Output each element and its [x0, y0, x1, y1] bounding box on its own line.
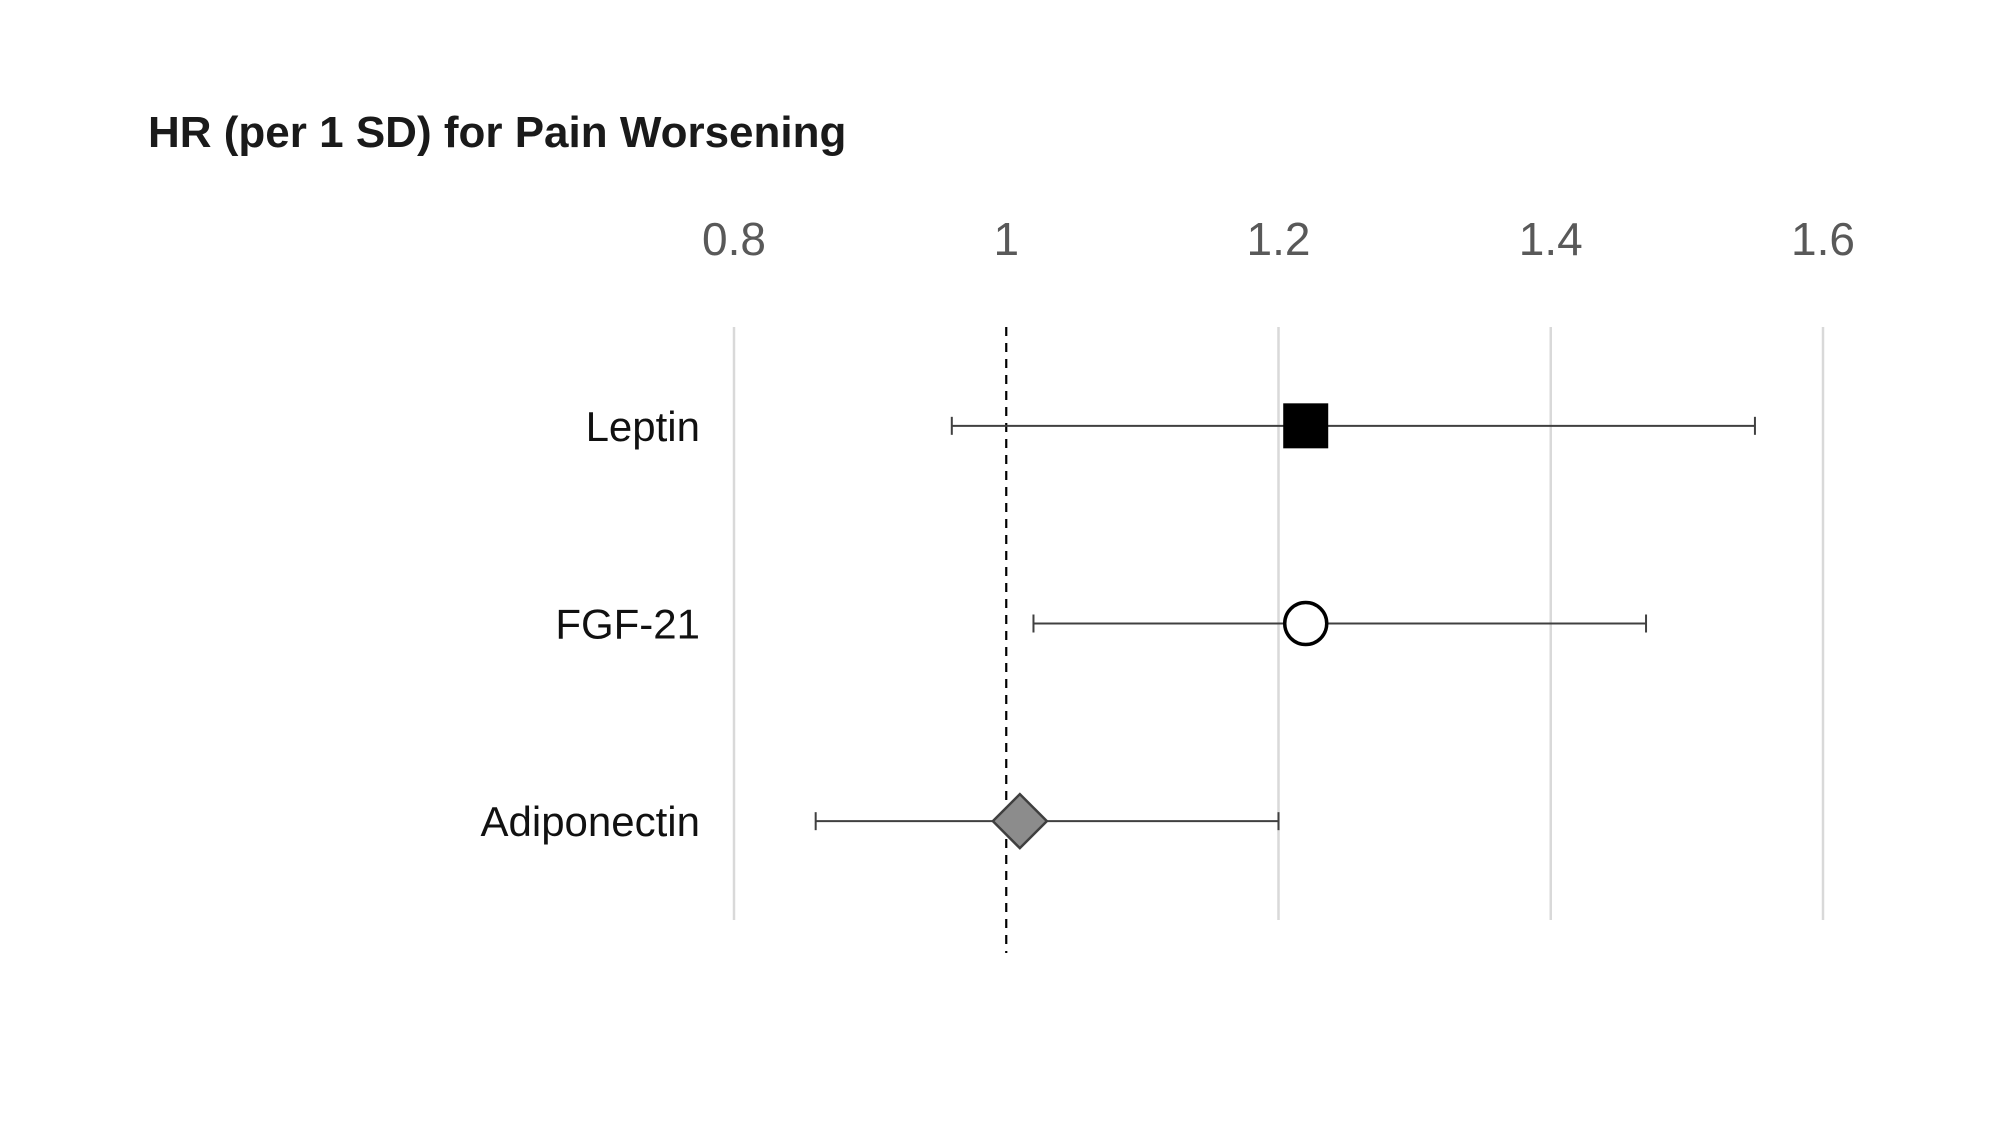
row-label-leptin: Leptin	[586, 403, 700, 450]
marker-circle-fgf-21	[1282, 600, 1329, 647]
x-tick-label: 0.8	[702, 213, 766, 265]
row-label-fgf-21: FGF-21	[555, 601, 700, 648]
x-tick-label: 1	[993, 213, 1019, 265]
chart-title: HR (per 1 SD) for Pain Worsening	[148, 108, 847, 157]
x-tick-label: 1.2	[1247, 213, 1311, 265]
x-tick-label: 1.6	[1791, 213, 1855, 265]
row-label-adiponectin: Adiponectin	[481, 798, 701, 845]
marker-diamond-adiponectin	[991, 792, 1049, 850]
marker-square-leptin	[1283, 403, 1329, 449]
x-tick-label: 1.4	[1519, 213, 1583, 265]
